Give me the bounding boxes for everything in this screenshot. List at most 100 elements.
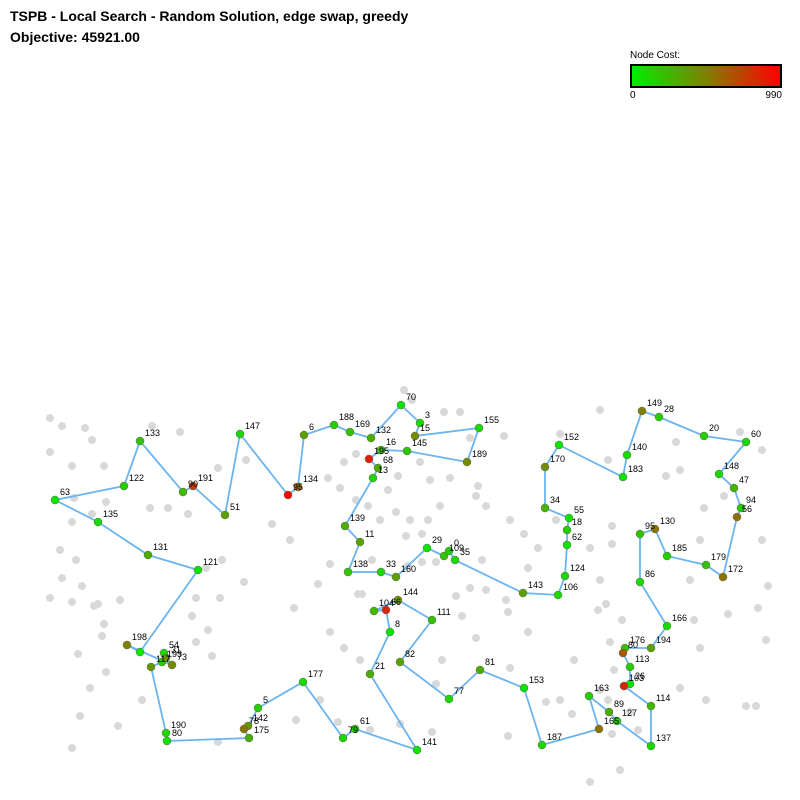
tour-node: [135, 647, 145, 657]
unselected-node: [556, 696, 564, 704]
unselected-node: [446, 474, 454, 482]
tour-edges: [52, 403, 748, 752]
unselected-node: [754, 604, 762, 612]
unselected-node: [72, 556, 80, 564]
tour-node: [364, 454, 374, 464]
unselected-node: [290, 604, 298, 612]
unselected-node: [500, 432, 508, 440]
unselected-node: [596, 406, 604, 414]
node-label: 70: [406, 392, 416, 402]
unselected-node: [324, 474, 332, 482]
node-cost-legend: Node Cost: 0 990: [630, 50, 782, 104]
node-label: 130: [660, 516, 675, 526]
tour-node: [415, 418, 425, 428]
unselected-node: [366, 726, 374, 734]
tour-node: [729, 483, 739, 493]
unselected-node: [610, 666, 618, 674]
node-label: 145: [412, 438, 427, 448]
tour-node: [376, 445, 386, 455]
unselected-node: [242, 456, 250, 464]
tour-node: [635, 577, 645, 587]
unselected-node: [68, 744, 76, 752]
tour-node: [427, 615, 437, 625]
node-label: 135: [103, 509, 118, 519]
unselected-node: [594, 606, 602, 614]
unselected-node: [116, 596, 124, 604]
tour-node: [253, 703, 263, 713]
node-label: 172: [728, 564, 743, 574]
node-label: 143: [528, 580, 543, 590]
unselected-node: [686, 576, 694, 584]
unselected-node: [418, 558, 426, 566]
node-label: 122: [129, 473, 144, 483]
tour-node: [178, 487, 188, 497]
node-label: 163: [594, 683, 609, 693]
unselected-node: [164, 504, 172, 512]
unselected-node: [406, 516, 414, 524]
unselected-node: [676, 466, 684, 474]
node-label: 11: [365, 529, 374, 539]
unselected-node: [336, 484, 344, 492]
node-label: 165: [604, 716, 619, 726]
tour-node: [422, 543, 432, 553]
unselected-node: [524, 628, 532, 636]
unselected-node: [176, 428, 184, 436]
node-label: 66: [391, 597, 401, 607]
unselected-node: [326, 628, 334, 636]
unselected-node: [482, 586, 490, 594]
unselected-node: [556, 430, 564, 438]
unselected-node: [534, 544, 542, 552]
node-label: 80: [172, 728, 182, 738]
node-label: 134: [303, 474, 318, 484]
node-label: 16: [386, 437, 396, 447]
unselected-node: [216, 594, 224, 602]
tour-node: [135, 436, 145, 446]
node-label: 113: [635, 654, 649, 664]
unselected-node: [504, 608, 512, 616]
unselected-node: [608, 540, 616, 548]
unselected-nodes: [46, 386, 772, 786]
tour-node: [553, 590, 563, 600]
unselected-node: [400, 386, 408, 394]
tour-node: [540, 462, 550, 472]
unselected-node: [608, 730, 616, 738]
node-label: 82: [405, 649, 415, 659]
unselected-node: [74, 650, 82, 658]
tour-node: [462, 457, 472, 467]
unselected-node: [474, 482, 482, 490]
node-label: 47: [739, 475, 749, 485]
tour-node: [560, 571, 570, 581]
unselected-node: [240, 578, 248, 586]
unselected-node: [94, 600, 102, 608]
unselected-node: [764, 582, 772, 590]
unselected-node: [418, 530, 426, 538]
unselected-node: [58, 422, 66, 430]
tour-node: [220, 510, 230, 520]
unselected-node: [208, 652, 216, 660]
node-label: 8: [395, 619, 400, 629]
tour-node: [143, 550, 153, 560]
tour-node: [637, 406, 647, 416]
page-title: TSPB - Local Search - Random Solution, e…: [10, 8, 409, 24]
unselected-node: [268, 520, 276, 528]
node-label: 78: [249, 716, 259, 726]
unselected-node: [466, 584, 474, 592]
unselected-node: [102, 668, 110, 676]
tour-node: [625, 662, 635, 672]
tour-node: [635, 529, 645, 539]
node-label: 179: [711, 552, 726, 562]
node-label: 121: [203, 557, 218, 567]
unselected-node: [672, 438, 680, 446]
tour-node: [618, 472, 628, 482]
tour-node: [368, 473, 378, 483]
unselected-node: [78, 582, 86, 590]
unselected-node: [586, 544, 594, 552]
node-label: 152: [564, 432, 579, 442]
unselected-node: [586, 778, 594, 786]
node-label: 29: [432, 535, 442, 545]
unselected-node: [458, 612, 466, 620]
unselected-node: [426, 476, 434, 484]
node-label: 149: [647, 398, 662, 408]
unselected-node: [352, 450, 360, 458]
